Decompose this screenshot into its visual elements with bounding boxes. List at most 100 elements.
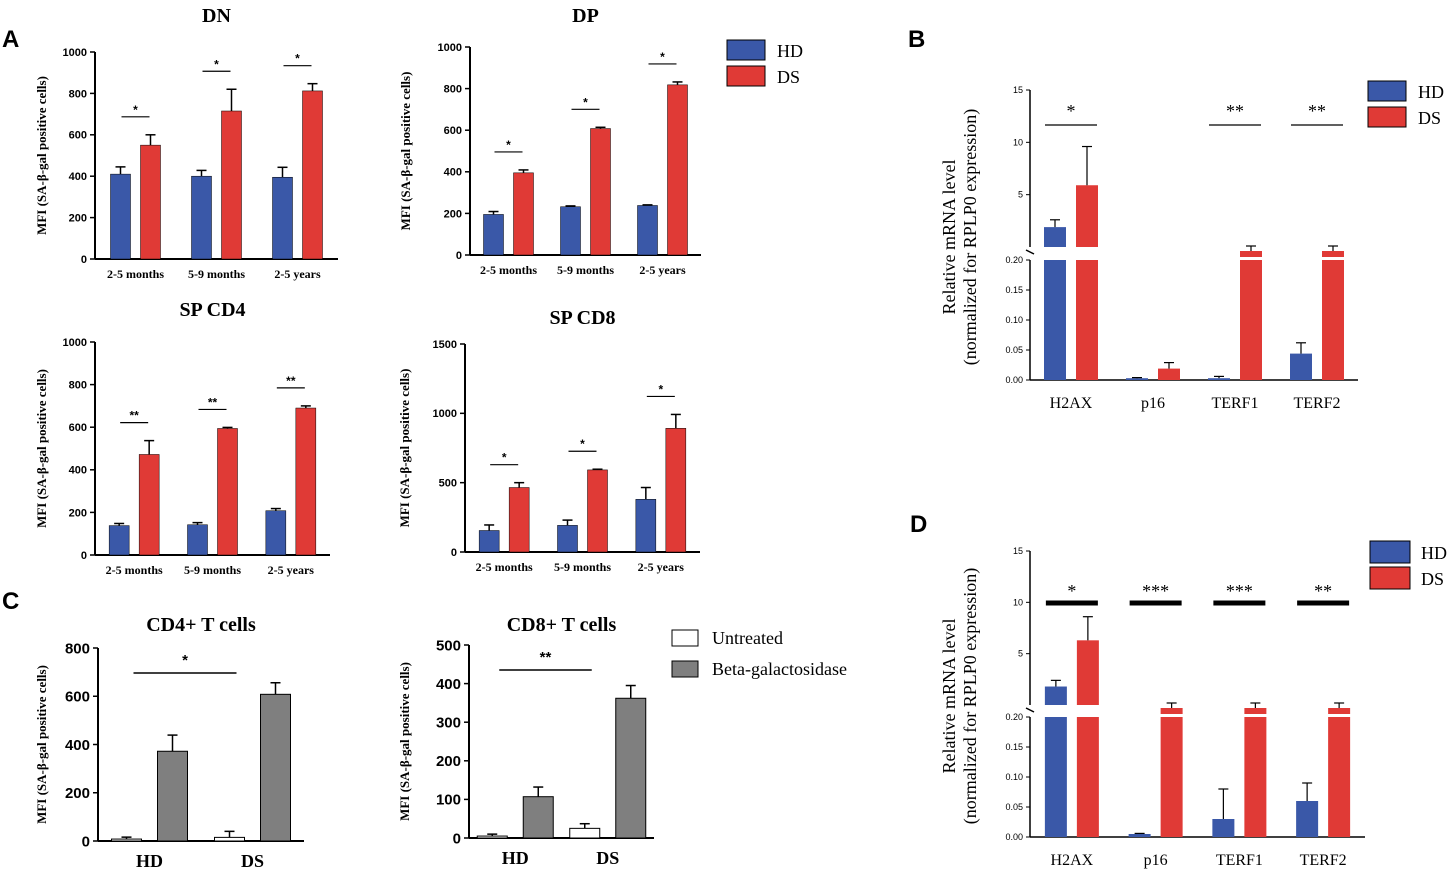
cd8t-category-label: HD bbox=[502, 848, 529, 868]
spcd4-ytick-label: 800 bbox=[69, 379, 87, 391]
spcd8-category-label: 2-5 months bbox=[476, 560, 533, 574]
dp-significance-label: * bbox=[660, 50, 665, 64]
chart-d: Relative mRNA level (normalized for RPLP0… bbox=[939, 546, 1365, 869]
legend-b-hd-swatch bbox=[1367, 80, 1407, 102]
chart-b: Relative mRNA level (normalized for RPLP0… bbox=[939, 85, 1358, 412]
b-upper-ytick-label: 10 bbox=[1013, 137, 1023, 147]
d-category-label: TERF2 bbox=[1300, 852, 1347, 869]
dn-title: DN bbox=[202, 5, 231, 27]
b-lower-ytick-label: 0.15 bbox=[1005, 285, 1023, 295]
cd4t-ytick-label: 200 bbox=[65, 785, 90, 802]
dp-ytick-label: 400 bbox=[444, 167, 462, 179]
spcd8-bar-ds-1 bbox=[587, 469, 608, 553]
d-bar-ds-3-stub bbox=[1328, 708, 1351, 714]
b-bar-hd-1 bbox=[1126, 378, 1148, 380]
dp-bar-hd-1 bbox=[560, 206, 581, 256]
cd8t-ylabel: MFI (SA-β-gal positive cells) bbox=[397, 662, 412, 821]
dp-category-label: 2-5 years bbox=[639, 263, 686, 277]
cd8t-bar-beta-galactosidase-1 bbox=[615, 697, 647, 839]
d-bar-ds-0-lower bbox=[1076, 717, 1099, 837]
b-bar-ds-2-stub bbox=[1240, 251, 1262, 257]
d-bar-ds-1-lower bbox=[1160, 717, 1183, 837]
d-upper-ytick-label: 10 bbox=[1013, 597, 1023, 607]
cd4t-bar-beta-galactosidase-0 bbox=[157, 750, 188, 842]
d-ylabel: Relative mRNA level bbox=[939, 619, 959, 774]
spcd4-significance-label: ** bbox=[208, 395, 218, 409]
spcd4-category-label: 2-5 months bbox=[106, 563, 163, 577]
d-bar-ds-2-lower bbox=[1244, 717, 1267, 837]
dn-significance-label: * bbox=[214, 57, 219, 71]
dp-bar-ds-2 bbox=[667, 84, 688, 256]
d-category-label: TERF1 bbox=[1216, 852, 1263, 869]
d-significance-label: * bbox=[1067, 581, 1076, 601]
d-bar-ds-1-stub bbox=[1160, 708, 1183, 714]
d-upper-ytick-label: 15 bbox=[1013, 546, 1023, 556]
d-bar-hd-0-upper bbox=[1044, 686, 1067, 705]
cd4t-ytick-label: 600 bbox=[65, 689, 90, 706]
legend-a-ds-swatch bbox=[726, 65, 766, 87]
cd8t-ytick-label: 200 bbox=[436, 753, 461, 770]
dn-ytick-label: 1000 bbox=[63, 47, 87, 59]
spcd4-significance-label: ** bbox=[286, 374, 296, 388]
b-significance-label: ** bbox=[1308, 101, 1326, 121]
chart-sp-cd8: SP CD8 MFI (SA-β-gal positive cells) 0 500 1… bbox=[397, 307, 700, 574]
panel-letter-b: B bbox=[908, 26, 925, 53]
spcd8-bar-ds-2 bbox=[665, 428, 687, 553]
dp-ytick-label: 1000 bbox=[438, 42, 462, 54]
spcd4-title: SP CD4 bbox=[179, 299, 245, 321]
spcd4-ytick-label: 1000 bbox=[63, 337, 87, 349]
b-lower-ytick-label: 0.10 bbox=[1005, 315, 1023, 325]
dn-bar-hd-0 bbox=[110, 173, 131, 260]
b-axis-break-mark bbox=[1025, 249, 1035, 255]
cd8t-bar-untreated-1 bbox=[569, 827, 601, 839]
spcd4-bar-ds-0 bbox=[138, 454, 160, 556]
chart-dp: DP MFI (SA-β-gal positive cells) 0 200 400 60… bbox=[398, 5, 701, 277]
spcd8-bar-hd-2 bbox=[635, 499, 657, 553]
chart-sp-cd4: SP CD4 MFI (SA-β-gal positive cells) 0 200 4… bbox=[34, 299, 330, 577]
d-bar-hd-2 bbox=[1212, 819, 1235, 837]
b-lower-ytick-label: 0.20 bbox=[1005, 255, 1023, 265]
legend-a-hd-swatch bbox=[726, 39, 766, 61]
cd8t-category-label: DS bbox=[596, 848, 619, 868]
d-significance-label: *** bbox=[1226, 581, 1253, 601]
dn-bar-ds-2 bbox=[302, 90, 323, 260]
b-upper-ytick-label: 15 bbox=[1013, 85, 1023, 95]
panel-letter-c: C bbox=[2, 588, 19, 615]
cd4t-ytick-label: 400 bbox=[65, 737, 90, 754]
dp-ytick-label: 0 bbox=[456, 250, 462, 262]
b-bar-ds-1 bbox=[1158, 368, 1180, 380]
dp-category-label: 2-5 months bbox=[480, 263, 537, 277]
d-ylabel-secondary: (normalized for RPLP0 expression) bbox=[960, 568, 981, 824]
dn-ytick-label: 200 bbox=[69, 212, 87, 224]
b-lower-ytick-label: 0.00 bbox=[1005, 375, 1023, 385]
dn-category-label: 5-9 months bbox=[188, 267, 245, 281]
legend-b-ds-swatch bbox=[1367, 106, 1407, 128]
b-significance-label: * bbox=[1067, 101, 1076, 121]
cd8t-ytick-label: 400 bbox=[436, 676, 461, 693]
cd4t-ytick-label: 800 bbox=[65, 640, 90, 657]
b-category-label: p16 bbox=[1141, 395, 1165, 412]
d-bar-hd-0-lower bbox=[1044, 717, 1067, 837]
legend-d-hd-label: HD bbox=[1421, 543, 1447, 563]
cd4t-bar-untreated-0 bbox=[111, 838, 142, 842]
legend-d-hd-swatch bbox=[1369, 540, 1411, 564]
d-lower-ytick-label: 0.10 bbox=[1005, 772, 1023, 782]
dn-ytick-label: 600 bbox=[69, 130, 87, 142]
spcd8-significance-label: * bbox=[580, 437, 585, 451]
d-significance-label: ** bbox=[1314, 581, 1332, 601]
b-bar-ds-3-lower bbox=[1322, 260, 1344, 380]
spcd4-category-label: 5-9 months bbox=[184, 563, 241, 577]
legend-d: HD DS bbox=[1369, 540, 1447, 590]
legend-c-untreated-swatch bbox=[671, 629, 699, 647]
b-bar-hd-2 bbox=[1208, 378, 1230, 380]
spcd4-ytick-label: 600 bbox=[69, 422, 87, 434]
d-lower-ytick-label: 0.20 bbox=[1005, 712, 1023, 722]
cd4t-significance-label: * bbox=[182, 652, 188, 669]
legend-a-hd-label: HD bbox=[777, 41, 803, 61]
b-bar-hd-3 bbox=[1290, 353, 1312, 380]
cd4t-bar-beta-galactosidase-1 bbox=[260, 693, 291, 842]
dn-significance-label: * bbox=[295, 52, 300, 66]
dp-category-label: 5-9 months bbox=[557, 263, 614, 277]
spcd8-category-label: 5-9 months bbox=[554, 560, 611, 574]
